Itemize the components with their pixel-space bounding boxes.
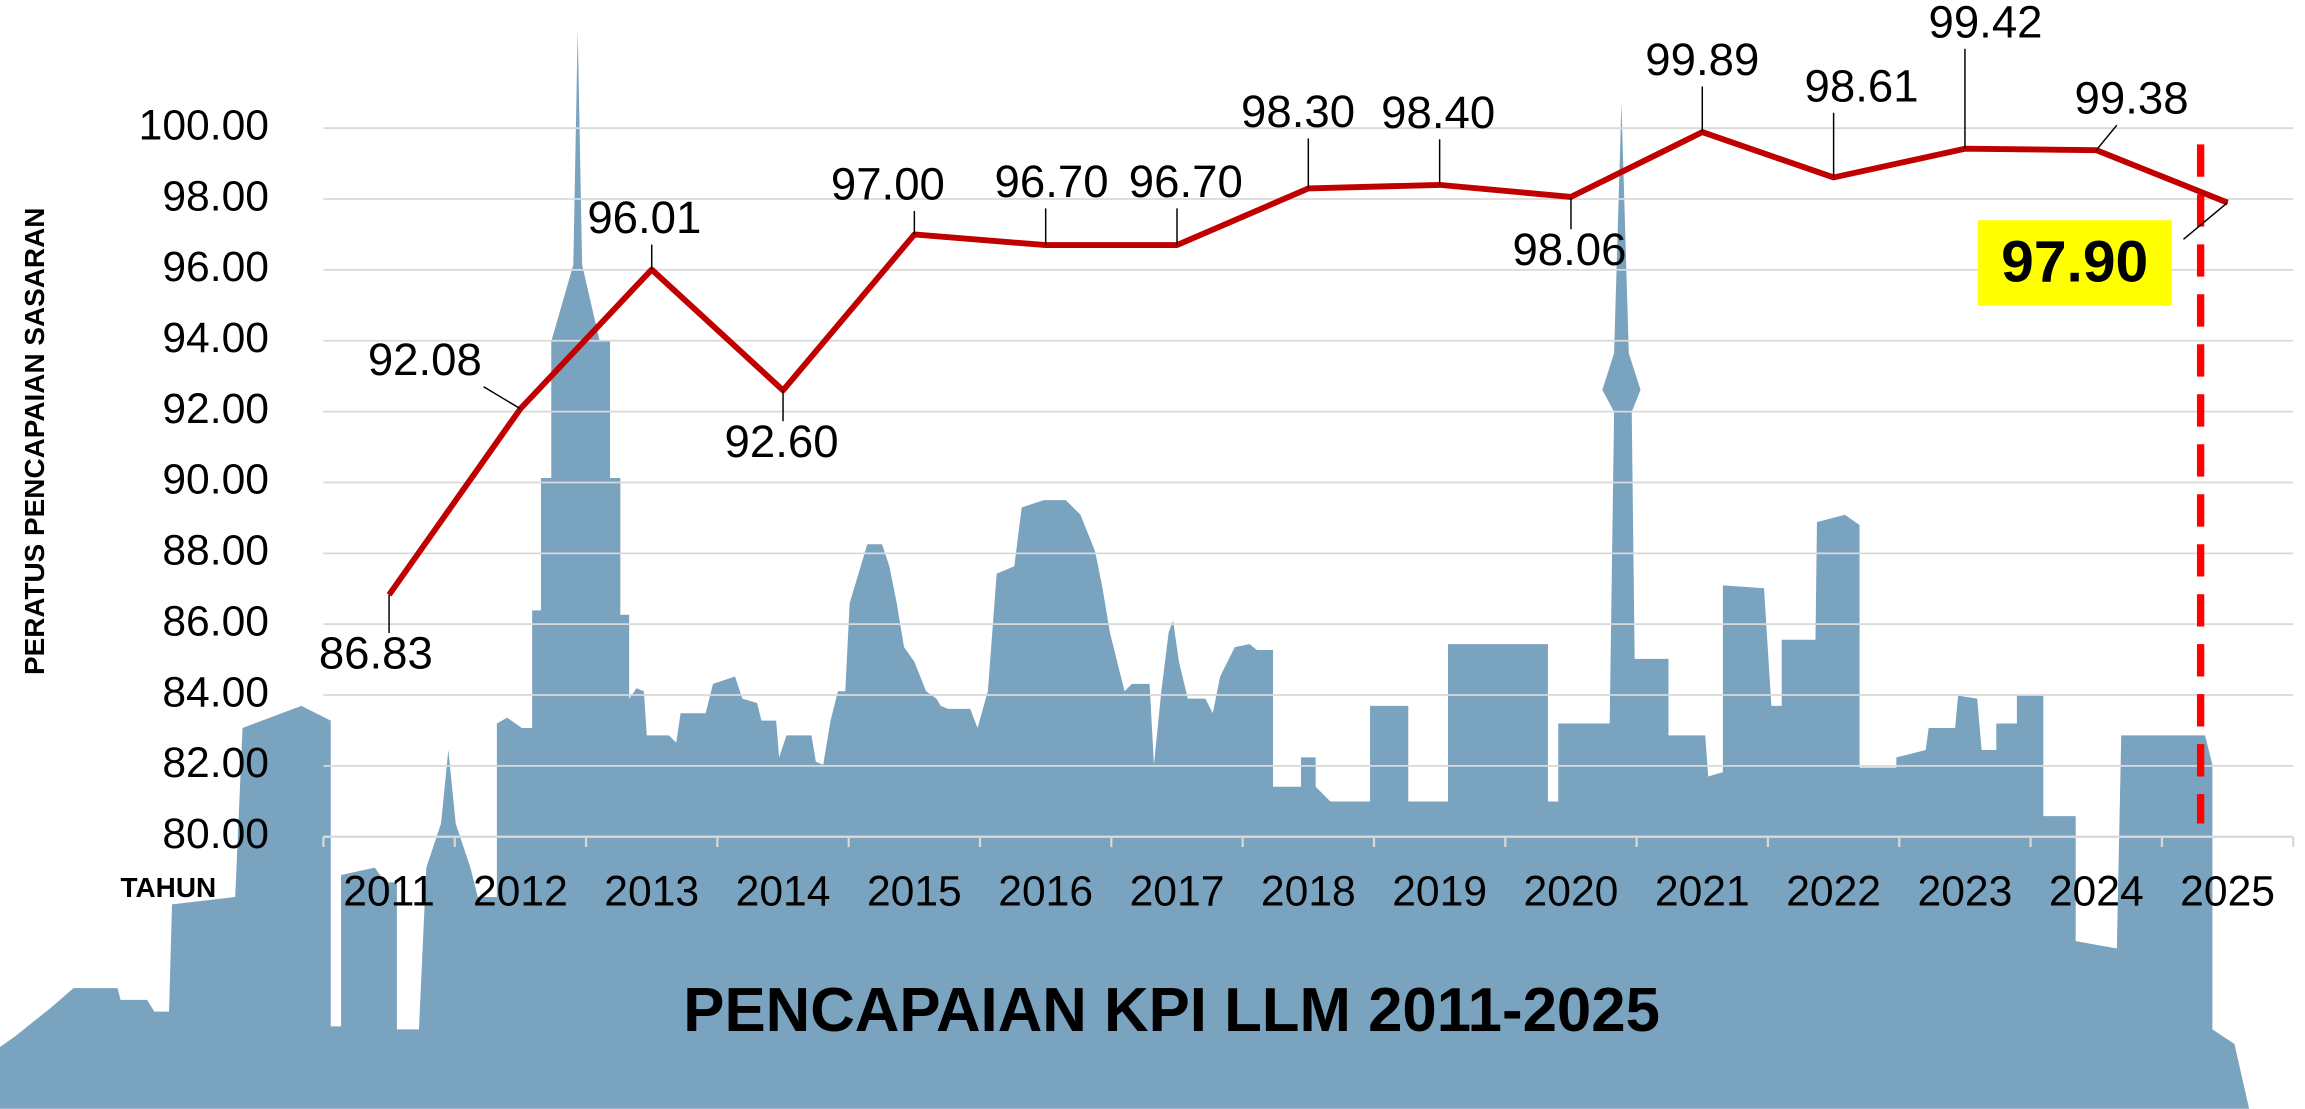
y-tick-label: 96.00 [162,243,269,291]
x-tick-label: 2014 [736,867,831,915]
chart-title: PENCAPAIAN KPI LLM 2011-2025 [683,976,1660,1045]
x-tick-label: 2021 [1655,867,1750,915]
data-label: 97.00 [831,158,945,209]
y-tick-label: 100.00 [139,101,269,149]
y-tick-label: 80.00 [162,810,269,858]
x-tick-label: 2013 [604,867,699,915]
x-tick-label: 2011 [343,867,435,915]
data-label: 96.01 [587,192,701,243]
data-label: 98.30 [1241,86,1355,137]
data-label: 96.70 [1129,156,1243,207]
page: {"chart_data": {"type": "line", "title":… [0,0,2305,1109]
y-tick-label: 90.00 [162,456,269,504]
x-tick-label: 2025 [2180,867,2275,915]
x-tick-label: 2018 [1261,867,1356,915]
x-tick-label: 2019 [1392,867,1487,915]
x-tick-label: 2017 [1130,867,1225,915]
data-label: 98.06 [1512,224,1626,275]
skyline-background [0,30,2249,1109]
y-axis-title: PERATUS PENCAPAIAN SASARAN [19,208,50,675]
x-tick-label: 2023 [1918,867,2013,915]
x-axis-title: TAHUN [121,872,217,903]
x-tick-label: 2020 [1524,867,1619,915]
data-label: 86.83 [319,628,433,679]
x-tick-label: 2016 [998,867,1093,915]
leader-line [2183,203,2227,240]
data-label: 92.08 [368,334,482,385]
data-label: 97.90 [2001,229,2148,294]
y-tick-label: 86.00 [162,597,269,645]
data-label: 98.40 [1381,87,1495,138]
data-label: 96.70 [995,156,1109,207]
y-tick-label: 94.00 [162,314,269,362]
y-tick-label: 92.00 [162,385,269,433]
x-tick-label: 2024 [2049,867,2144,915]
y-tick-label: 88.00 [162,527,269,575]
data-label: 99.42 [1928,0,2042,47]
y-tick-label: 82.00 [162,739,269,787]
data-label: 99.89 [1645,34,1759,85]
data-label: 98.61 [1805,60,1919,111]
data-label: 99.38 [2075,73,2189,124]
data-label: 92.60 [725,416,839,467]
leader-line [484,387,521,409]
x-tick-label: 2022 [1786,867,1881,915]
chart: PERATUS PENCAPAIAN SASARAN TAHUN PENCAPA… [0,0,2305,1109]
y-tick-label: 98.00 [162,172,269,220]
x-tick-label: 2015 [867,867,962,915]
y-tick-label: 84.00 [162,668,269,716]
x-tick-label: 2012 [473,867,568,915]
